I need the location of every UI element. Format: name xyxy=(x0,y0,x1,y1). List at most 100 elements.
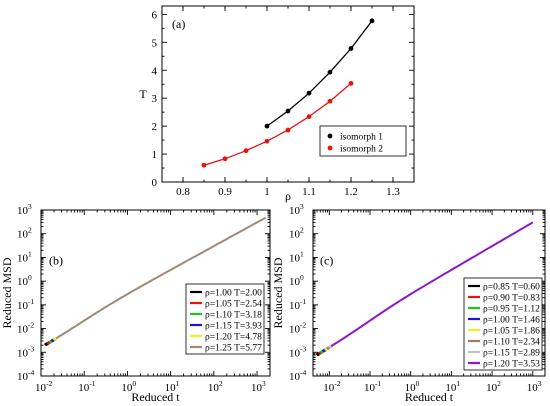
y-tick-label-base: 10 xyxy=(289,371,301,383)
x-tick-label: 0.9 xyxy=(218,186,232,198)
x-tick-label-base: 10 xyxy=(364,382,376,394)
data-point xyxy=(222,156,228,162)
y-tick-label: 0 xyxy=(152,177,158,189)
legend: ρ=1.00 T=2.00ρ=1.05 T=2.54ρ=1.10 T=3.18ρ… xyxy=(185,283,265,355)
y-tick-label: 101 xyxy=(289,249,304,264)
y-tick-label: 5 xyxy=(152,37,158,49)
data-point xyxy=(264,138,270,144)
y-tick-label: 10-1 xyxy=(17,297,34,312)
x-tick-label-base: 10 xyxy=(405,382,417,394)
y-tick-label: 100 xyxy=(17,273,32,288)
x-tick-label: 100 xyxy=(121,379,136,394)
x-tick-label: 1.1 xyxy=(302,186,316,198)
y-tick-label: 100 xyxy=(289,273,304,288)
series-line-6 xyxy=(55,216,267,340)
x-tick-label-base: 10 xyxy=(527,382,539,394)
x-tick-label-exponent: 1 xyxy=(176,379,180,388)
x-tick-label: 1 xyxy=(264,186,270,198)
y-tick-label-base: 10 xyxy=(289,347,301,359)
y-tick-label-exponent: 2 xyxy=(300,226,304,235)
data-point xyxy=(348,80,354,86)
y-axis-title: Reduced MSD xyxy=(271,257,285,328)
legend-label: ρ=1.05 T=2.54 xyxy=(205,300,262,310)
x-tick-label-base: 10 xyxy=(323,382,335,394)
data-point xyxy=(327,98,333,104)
x-tick-label: 101 xyxy=(445,379,460,394)
data-point xyxy=(369,18,375,24)
y-tick-label-exponent: 2 xyxy=(28,226,32,235)
y-tick-label: 10-2 xyxy=(17,321,34,336)
y-tick-label-exponent: 3 xyxy=(28,202,32,211)
legend-label: ρ=1.25 T=5.77 xyxy=(205,344,262,354)
x-tick-label: 100 xyxy=(405,379,420,394)
y-tick-label: 102 xyxy=(289,226,304,241)
y-tick-label-base: 10 xyxy=(17,276,29,288)
y-tick-label-exponent: -1 xyxy=(300,297,306,306)
y-tick-label-base: 10 xyxy=(289,276,301,288)
y-tick-label-base: 10 xyxy=(289,229,301,241)
data-point xyxy=(285,108,291,114)
x-tick-label: 102 xyxy=(486,379,501,394)
legend-label: ρ=1.10 T=2.34 xyxy=(483,338,540,348)
y-tick-label-base: 10 xyxy=(17,347,29,359)
x-tick-label-exponent: 3 xyxy=(538,379,542,388)
y-tick-label-base: 10 xyxy=(17,229,29,241)
legend-label: isomorph 2 xyxy=(340,145,383,155)
legend: ρ=0.85 T=0.60ρ=0.90 T=0.83ρ=0.95 T=1.12ρ… xyxy=(463,277,543,371)
y-tick-label-exponent: -3 xyxy=(28,344,34,353)
y-tick-label-exponent: -2 xyxy=(300,321,306,330)
x-axis-title: ρ xyxy=(285,189,291,203)
legend: isomorph 1 isomorph 2 xyxy=(319,125,407,157)
x-tick-label: 10-2 xyxy=(323,379,340,394)
legend-label: isomorph 1 xyxy=(340,133,383,143)
y-tick-label-exponent: -4 xyxy=(300,368,306,377)
data-point xyxy=(327,69,333,75)
plot-frame xyxy=(312,209,546,377)
legend-label: ρ=1.10 T=3.18 xyxy=(205,311,262,321)
data-point xyxy=(264,123,270,129)
y-tick-label: 103 xyxy=(17,202,32,217)
x-tick-label-exponent: 1 xyxy=(456,379,460,388)
panel-label: (b) xyxy=(49,254,63,268)
legend-box xyxy=(319,125,407,157)
y-tick-label-base: 10 xyxy=(289,324,301,336)
y-tick-label-exponent: -1 xyxy=(28,297,34,306)
x-tick-label-exponent: -2 xyxy=(334,379,340,388)
series-line-2 xyxy=(203,82,352,166)
x-tick-label-base: 10 xyxy=(121,382,133,394)
x-tick-label-base: 10 xyxy=(165,382,177,394)
y-tick-label: 3 xyxy=(152,93,158,105)
legend-box xyxy=(185,283,265,355)
x-tick-label-base: 10 xyxy=(486,382,498,394)
x-axis-title: Reduced t xyxy=(405,390,454,404)
data-point xyxy=(306,90,312,96)
x-tick-label: 10-1 xyxy=(364,379,381,394)
series-line-8 xyxy=(330,221,534,347)
y-tick-label-base: 10 xyxy=(289,252,301,264)
data-point xyxy=(306,114,312,120)
legend-label: ρ=1.05 T=1.86 xyxy=(483,327,540,337)
data-point xyxy=(201,162,207,168)
y-tick-label-base: 10 xyxy=(17,300,29,312)
legend-marker xyxy=(327,133,333,139)
x-tick-label: 1.2 xyxy=(344,186,358,198)
x-tick-label: 1.3 xyxy=(386,186,400,198)
panel-b: 10-2 10-1 100 101 102 10310-410-310-210-11001… xyxy=(0,202,271,404)
x-tick-label-exponent: 3 xyxy=(262,379,266,388)
y-tick-label-base: 10 xyxy=(17,371,29,383)
x-tick-label: 103 xyxy=(527,379,542,394)
legend-label: ρ=1.00 T=1.46 xyxy=(483,316,540,326)
legend-label: ρ=1.20 T=4.78 xyxy=(205,333,262,343)
x-tick-label: 103 xyxy=(251,379,266,394)
y-tick-label-exponent: 1 xyxy=(300,249,304,258)
x-tick-label-exponent: -2 xyxy=(46,379,52,388)
y-tick-label: 10-4 xyxy=(289,368,306,383)
y-tick-label-base: 10 xyxy=(289,300,301,312)
x-tick-label: 102 xyxy=(208,379,223,394)
legend-box xyxy=(463,277,543,371)
y-axis-title: Reduced MSD xyxy=(0,257,14,328)
x-tick-label: 10-2 xyxy=(35,379,52,394)
x-tick-label-base: 10 xyxy=(208,382,220,394)
legend-label: ρ=1.20 T=3.53 xyxy=(483,360,540,370)
legend-label: ρ=0.90 T=0.83 xyxy=(483,294,540,304)
